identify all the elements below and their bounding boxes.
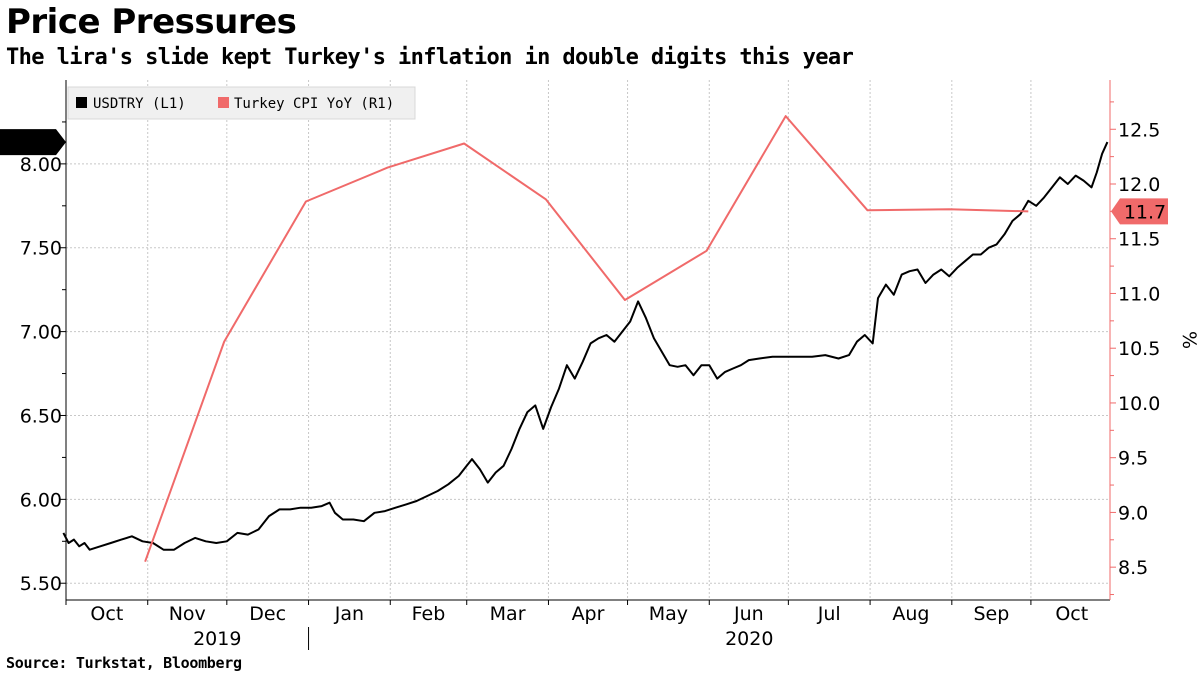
- x-tick-label: Jul: [817, 603, 841, 625]
- right-tick-label: 12.5: [1118, 119, 1160, 141]
- right-tick-label: 10.0: [1118, 393, 1160, 415]
- legend-label-usdtry: USDTRY (L1): [93, 96, 186, 112]
- x-tick-label: Mar: [490, 603, 526, 625]
- last-value-tags: 8.13 11.7: [0, 129, 1168, 225]
- last-value-label-usdtry: 8.13: [11, 132, 53, 154]
- x-tick-label: Nov: [169, 603, 206, 625]
- grid-lines: [66, 80, 1110, 600]
- x-tick-label: Jun: [733, 603, 764, 625]
- left-tick-label: 7.50: [20, 238, 62, 260]
- right-tick-label: 8.5: [1118, 557, 1148, 579]
- right-tick-label: 11.0: [1118, 283, 1160, 305]
- last-value-tag-cpi: [1111, 198, 1168, 225]
- last-value-label-cpi: 11.7: [1124, 201, 1166, 223]
- legend-label-cpi: Turkey CPI YoY (R1): [234, 96, 394, 112]
- left-tick-label: 7.00: [20, 322, 62, 344]
- legend-box: [67, 86, 416, 120]
- series-line-usdtry: [62, 141, 1109, 551]
- legend-swatch-cpi: [218, 97, 229, 108]
- x-tick-label: Aug: [892, 603, 929, 625]
- year-label-2020: 2020: [725, 628, 773, 650]
- left-tick-label: 6.50: [20, 405, 62, 427]
- x-tick-label: Feb: [412, 603, 446, 625]
- right-tick-label: 9.5: [1118, 448, 1148, 470]
- left-tick-label: 8.00: [20, 154, 62, 176]
- series-lines: [62, 115, 1109, 563]
- right-tick-label: 12.0: [1118, 174, 1160, 196]
- right-tick-label: 10.5: [1118, 338, 1160, 360]
- series-line-cpi: [144, 115, 1029, 563]
- chart-subtitle: The lira's slide kept Turkey's inflation…: [6, 45, 854, 70]
- x-tick-label: Dec: [249, 603, 286, 625]
- left-tick-label: 6.00: [20, 489, 62, 511]
- right-tick-label: 9.0: [1118, 502, 1148, 524]
- x-tick-label: Sep: [973, 603, 1009, 625]
- legend-swatch-usdtry: [76, 97, 87, 108]
- year-label-2019: 2019: [193, 628, 241, 650]
- last-value-tag-usdtry: [0, 129, 66, 156]
- x-tick-label: Oct: [90, 603, 123, 625]
- chart-title: Price Pressures: [6, 2, 297, 42]
- axes: [60, 80, 1116, 650]
- x-tick-label: Jan: [334, 603, 364, 625]
- x-tick-label: May: [649, 603, 688, 625]
- x-tick-label: Apr: [572, 603, 605, 625]
- x-tick-label: Oct: [1055, 603, 1088, 625]
- tick-labels: 5.50 6.00 6.50 7.00 7.50 8.00 Oct Nov Dec Jan Feb M…: [20, 119, 1200, 650]
- legend: USDTRY (L1) Turkey CPI YoY (R1): [67, 86, 416, 120]
- right-axis-label: %: [1178, 331, 1200, 349]
- left-tick-label: 5.50: [20, 573, 62, 595]
- source-note: Source: Turkstat, Bloomberg: [6, 654, 242, 672]
- right-tick-label: 11.5: [1118, 229, 1160, 251]
